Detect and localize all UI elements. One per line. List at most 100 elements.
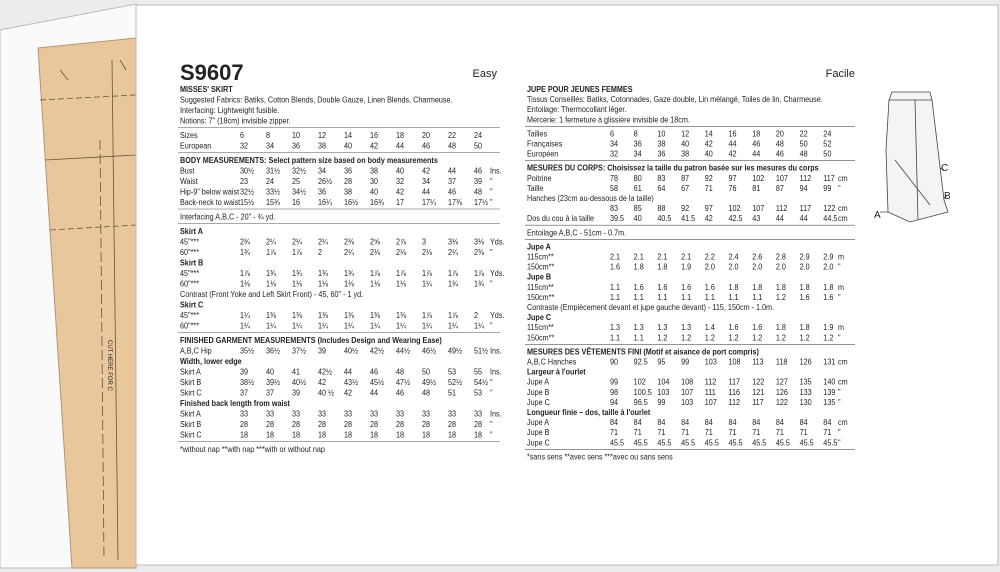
size-value: 2.8 [776, 252, 787, 262]
size-value: 1.1 [610, 292, 621, 302]
size-value: 40 [344, 141, 353, 151]
size-value: 1¼ [344, 321, 354, 331]
size-value: 107 [681, 387, 694, 397]
size-value: 61 [634, 183, 643, 193]
size-value: 50 [823, 149, 832, 159]
size-value: 33 [318, 409, 327, 419]
size-value: 42 [396, 187, 405, 197]
size-value: 45.5 [610, 438, 625, 448]
size-value: 2⅜ [344, 237, 354, 247]
size-value: 41 [292, 367, 301, 377]
size-value: 38 [681, 149, 690, 159]
size-value: 84 [752, 418, 761, 428]
size-value: 32½ [240, 187, 254, 197]
size-value: 8 [266, 130, 271, 140]
size-value: 53 [474, 388, 483, 398]
size-value: 43½ [344, 377, 358, 387]
size-value: 2.0 [729, 262, 740, 272]
size-value: 18 [422, 430, 431, 440]
size-value: 6 [610, 129, 615, 139]
size-value: 22 [448, 130, 457, 140]
size-value: 83 [610, 204, 619, 214]
subheading: Longueur finie – dos, taille à l'ourlet [527, 407, 651, 417]
text-line: Suggested Fabrics: Batiks, Cotton Blends… [180, 95, 453, 105]
size-value: 102 [752, 173, 765, 183]
size-value: 16¾ [370, 197, 384, 207]
view-label: A [874, 210, 881, 221]
size-value: 131 [823, 357, 836, 367]
size-value: 1⅞ [266, 247, 276, 257]
subheading: Jupe A [527, 242, 551, 252]
size-value: 84 [776, 418, 785, 428]
size-value: 126 [776, 387, 789, 397]
size-value: 90 [610, 357, 619, 367]
size-value: 1.6 [752, 323, 763, 333]
size-value: 18 [292, 430, 301, 440]
size-value: 1¾ [474, 279, 484, 289]
size-value: 1⅞ [474, 268, 484, 278]
size-value: 38 [370, 166, 379, 176]
size-value: 33 [292, 409, 301, 419]
text-line: Entoilage: Thermocollant léger. [527, 105, 626, 115]
size-value: 28 [474, 419, 483, 429]
size-value: 37½ [292, 346, 306, 356]
size-value: 38½ [240, 377, 254, 387]
size-value: 49½ [448, 346, 462, 356]
size-value: 48 [448, 141, 457, 151]
size-value: 1⅜ [318, 310, 328, 320]
size-value: 117 [823, 173, 835, 183]
size-value: 122 [752, 377, 765, 387]
size-value: 64 [657, 183, 666, 193]
text-line: *without nap **with nap ***with or witho… [180, 444, 325, 454]
size-value: 1⅛ [266, 279, 276, 289]
row-label: 150cm** [527, 262, 554, 272]
size-value: 2.4 [729, 252, 740, 262]
size-value: 30½ [240, 166, 254, 176]
row-label: Hip-9" below waist [180, 187, 240, 197]
size-value: 33 [240, 409, 249, 419]
size-value: 1¼ [240, 310, 250, 320]
size-value: 31½ [266, 166, 280, 176]
size-value: 84 [657, 418, 666, 428]
size-value: 1¼ [448, 321, 458, 331]
size-value: 39½ [266, 377, 280, 387]
size-value: 107 [705, 397, 718, 407]
size-value: 84 [800, 418, 809, 428]
size-value: 44 [729, 139, 738, 149]
size-value: 1.2 [681, 333, 692, 343]
size-value: 2.0 [776, 262, 787, 272]
size-value: 112 [800, 173, 812, 183]
size-value: 1.2 [800, 333, 811, 343]
size-value: 23 [240, 176, 249, 186]
size-value: 45.5 [681, 438, 696, 448]
size-value: 84 [610, 418, 619, 428]
size-value: 2.1 [657, 252, 668, 262]
size-value: 46½ [422, 346, 436, 356]
size-value: 1.1 [610, 282, 621, 292]
size-value: 1⅜ [344, 310, 354, 320]
size-value: 2⅜ [474, 247, 484, 257]
size-value: 18 [266, 430, 275, 440]
size-value: 71 [776, 428, 785, 438]
size-value: 1.3 [681, 323, 692, 333]
size-value: 40 [634, 214, 643, 224]
size-value: 16 [292, 197, 301, 207]
size-value: 43 [752, 214, 761, 224]
size-value: 36 [344, 166, 353, 176]
row-label: 60"*** [180, 279, 199, 289]
size-value: 44 [344, 367, 353, 377]
unit: cm [838, 377, 848, 387]
size-value: 42 [705, 139, 714, 149]
size-value: 24 [474, 130, 483, 140]
size-value: 38 [318, 141, 327, 151]
size-value: 117 [729, 377, 741, 387]
size-value: 45.5 [634, 438, 649, 448]
size-value: 36 [292, 141, 301, 151]
row-label: Européen [527, 149, 558, 159]
size-value: 1¼ [396, 321, 406, 331]
size-value: 39 [240, 367, 249, 377]
size-value: 48 [422, 388, 431, 398]
size-value: 71 [610, 428, 619, 438]
row-label: 115cm** [527, 282, 554, 292]
size-value: 1.8 [776, 282, 787, 292]
